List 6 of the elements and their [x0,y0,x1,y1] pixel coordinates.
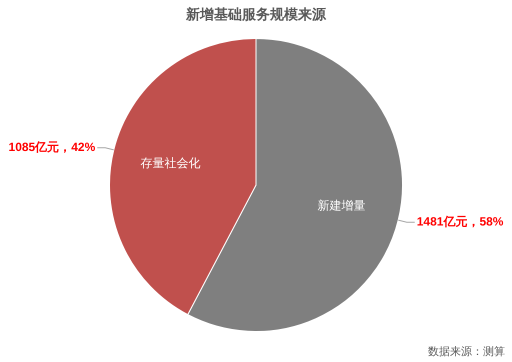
data-label: 1481亿元，58% [416,214,504,229]
source-note: 数据来源：测算 [428,345,505,358]
chart-title: 新增基础服务规模来源 [185,6,327,22]
data-label: 1085亿元，42% [8,140,96,154]
slice-label: 新建增量 [317,198,366,212]
slice-label: 存量社会化 [140,156,201,170]
